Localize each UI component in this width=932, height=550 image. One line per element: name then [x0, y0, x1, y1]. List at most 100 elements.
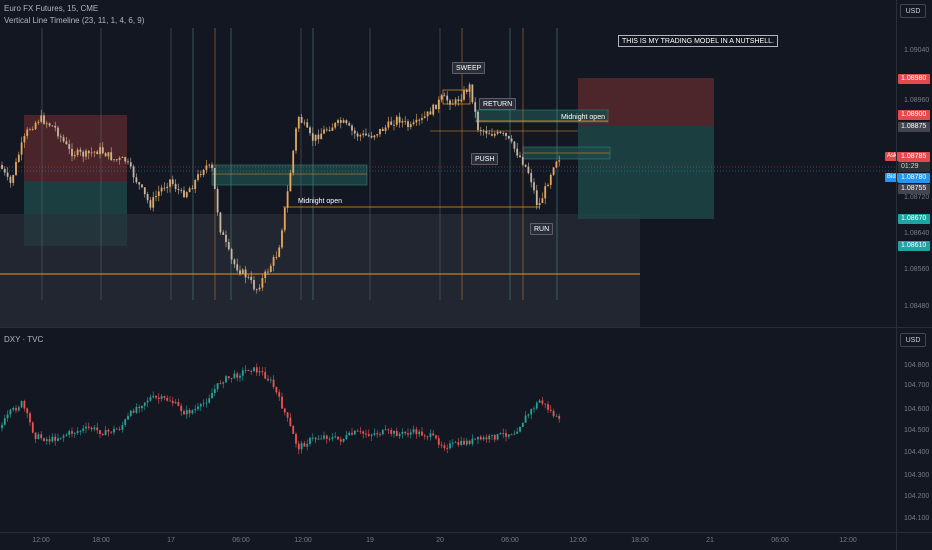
dxy-legend[interactable]: DXY · TVC — [4, 335, 44, 344]
candle-body — [62, 137, 65, 142]
run-label[interactable]: RUN — [530, 223, 554, 235]
pane-divider[interactable] — [0, 327, 932, 328]
dxy-candle-body — [76, 431, 79, 433]
candle-body — [555, 161, 558, 168]
trading-model-note[interactable]: THIS IS MY TRADING MODEL IN A NUTSHELL. — [618, 35, 778, 47]
time-axis-label: 06:00 — [232, 537, 250, 544]
dxy-candle-body — [398, 433, 401, 437]
candle-body — [437, 99, 440, 110]
dxy-candle-body — [451, 442, 454, 444]
currency-button[interactable]: USD — [900, 4, 926, 18]
ask-price-tag: 1.08785 — [898, 152, 930, 162]
candle-body — [12, 175, 15, 183]
dxy-candle-body — [549, 409, 552, 411]
price-chart-canvas[interactable] — [0, 0, 896, 327]
dxy-candle-body — [48, 439, 51, 442]
candle-body — [390, 121, 393, 125]
candle-body — [426, 111, 429, 117]
candle-body — [530, 173, 533, 183]
dxy-candle-body — [65, 434, 68, 436]
candle-body — [443, 95, 446, 97]
dxy-candle-body — [57, 438, 59, 441]
dxy-candle-body — [101, 433, 104, 436]
dxy-candle-body — [241, 370, 244, 376]
candle-body — [87, 150, 90, 154]
dxy-candle-body — [29, 413, 31, 423]
candle-body — [412, 122, 415, 125]
candle-body — [255, 289, 258, 291]
dxy-candle-body — [370, 434, 373, 436]
candle-body — [23, 135, 26, 143]
candle-body — [513, 141, 516, 149]
candle-body — [432, 104, 435, 115]
midnight-open-label[interactable]: Midnight open — [561, 114, 605, 121]
candle-body — [457, 99, 460, 102]
dxy-candle-body — [415, 429, 418, 435]
symbol-legend[interactable]: Euro FX Futures, 15, CME — [4, 4, 99, 13]
dxy-candle-body — [311, 437, 314, 439]
sweep-label[interactable]: SWEEP — [452, 62, 486, 74]
time-axis-label: 06:00 — [501, 537, 519, 544]
candle-body — [468, 84, 471, 93]
candle-body — [132, 166, 135, 178]
dxy-candle-body — [9, 409, 12, 415]
candle-body — [295, 128, 297, 151]
candle-body — [222, 232, 225, 235]
price-axis-label: 1.08560 — [904, 266, 930, 273]
dxy-candle-body — [530, 409, 533, 415]
dxy-candle-body — [516, 431, 519, 434]
dxy-candle-body — [426, 436, 429, 438]
dxy-candle-body — [535, 402, 538, 409]
candle-body — [202, 169, 205, 176]
dxy-candle-body — [3, 418, 6, 425]
dxy-candle-body — [558, 415, 561, 419]
candle-body — [446, 95, 449, 101]
dxy-candle-body — [127, 415, 129, 420]
time-axis-label: 19 — [366, 537, 374, 544]
price-pane[interactable]: Euro FX Futures, 15, CME Vertical Line T… — [0, 0, 932, 327]
midnight-open-label[interactable]: Midnight open — [298, 198, 342, 205]
dxy-price-axis-label: 104.200 — [904, 493, 930, 500]
candle-body — [160, 187, 163, 192]
dxy-candle-body — [225, 376, 227, 383]
candle-body — [300, 116, 303, 123]
indicator-legend[interactable]: Vertical Line Timeline (23, 11, 1, 4, 6,… — [4, 16, 145, 25]
dxy-candle-body — [297, 443, 300, 450]
dxy-chart-canvas[interactable] — [0, 328, 896, 532]
dxy-pane[interactable]: DXY · TVC USD 104.800 104.700 104.600 10… — [0, 328, 932, 532]
price-axis-label: 1.09040 — [904, 47, 930, 54]
candle-body — [505, 132, 507, 137]
dxy-currency-button[interactable]: USD — [900, 333, 926, 347]
candle-body — [435, 104, 437, 110]
candle-body — [323, 129, 325, 134]
candle-body — [325, 129, 328, 131]
candle-body — [339, 120, 342, 123]
dxy-candle-body — [314, 437, 317, 440]
candle-body — [101, 147, 104, 154]
dxy-candle-body — [365, 433, 367, 435]
push-label[interactable]: PUSH — [471, 153, 499, 165]
dxy-candle-body — [160, 396, 163, 399]
dxy-candle-body — [45, 439, 48, 441]
candle-body — [283, 207, 286, 231]
candle-body — [199, 174, 202, 176]
dxy-candle-body — [437, 438, 440, 445]
dxy-candle-body — [191, 410, 194, 414]
candle-body — [429, 111, 432, 115]
dxy-candle-body — [227, 376, 230, 378]
dxy-candle-body — [348, 432, 351, 436]
candle-body — [29, 129, 31, 131]
candle-body — [482, 130, 485, 132]
dxy-candle-body — [519, 427, 521, 432]
candle-body — [367, 135, 370, 137]
candle-body — [306, 122, 309, 128]
return-label[interactable]: RETURN — [479, 98, 517, 110]
dxy-candle-body — [538, 400, 541, 403]
time-axis-label: 21 — [706, 537, 714, 544]
candle-body — [393, 124, 395, 126]
dxy-candle-body — [177, 402, 180, 406]
dxy-candle-body — [384, 429, 387, 431]
dxy-candle-body — [337, 436, 339, 440]
candle-body — [90, 152, 93, 154]
dxy-candle-body — [317, 438, 320, 440]
